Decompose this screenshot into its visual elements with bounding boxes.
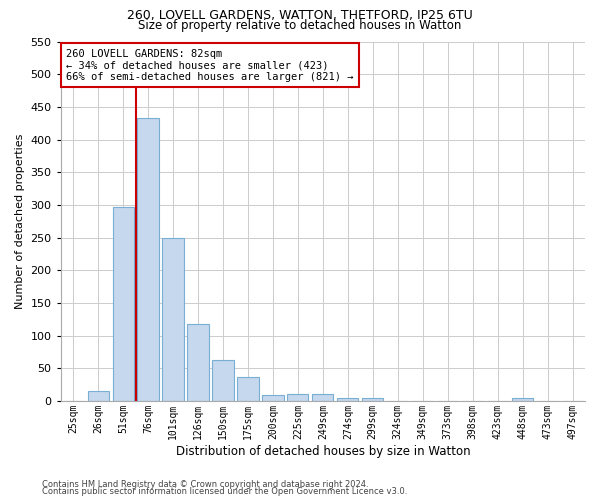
Bar [88, 391, 109, 401]
Text: 260, LOVELL GARDENS, WATTON, THETFORD, IP25 6TU: 260, LOVELL GARDENS, WATTON, THETFORD, I… [127, 9, 473, 22]
Bar [238, 378, 259, 401]
Bar [312, 394, 334, 401]
Bar [187, 324, 209, 401]
Text: Size of property relative to detached houses in Watton: Size of property relative to detached ho… [139, 18, 461, 32]
Text: Contains public sector information licensed under the Open Government Licence v3: Contains public sector information licen… [42, 487, 407, 496]
Bar [337, 398, 358, 401]
Text: 260 LOVELL GARDENS: 82sqm
← 34% of detached houses are smaller (423)
66% of semi: 260 LOVELL GARDENS: 82sqm ← 34% of detac… [66, 48, 353, 82]
Bar [163, 238, 184, 401]
Bar [362, 398, 383, 401]
Bar [287, 394, 308, 401]
Bar [113, 207, 134, 401]
Bar [137, 118, 159, 401]
Bar [512, 398, 533, 401]
Y-axis label: Number of detached properties: Number of detached properties [15, 134, 25, 309]
Bar [212, 360, 233, 401]
Text: Contains HM Land Registry data © Crown copyright and database right 2024.: Contains HM Land Registry data © Crown c… [42, 480, 368, 489]
X-axis label: Distribution of detached houses by size in Watton: Distribution of detached houses by size … [176, 444, 470, 458]
Bar [262, 395, 284, 401]
